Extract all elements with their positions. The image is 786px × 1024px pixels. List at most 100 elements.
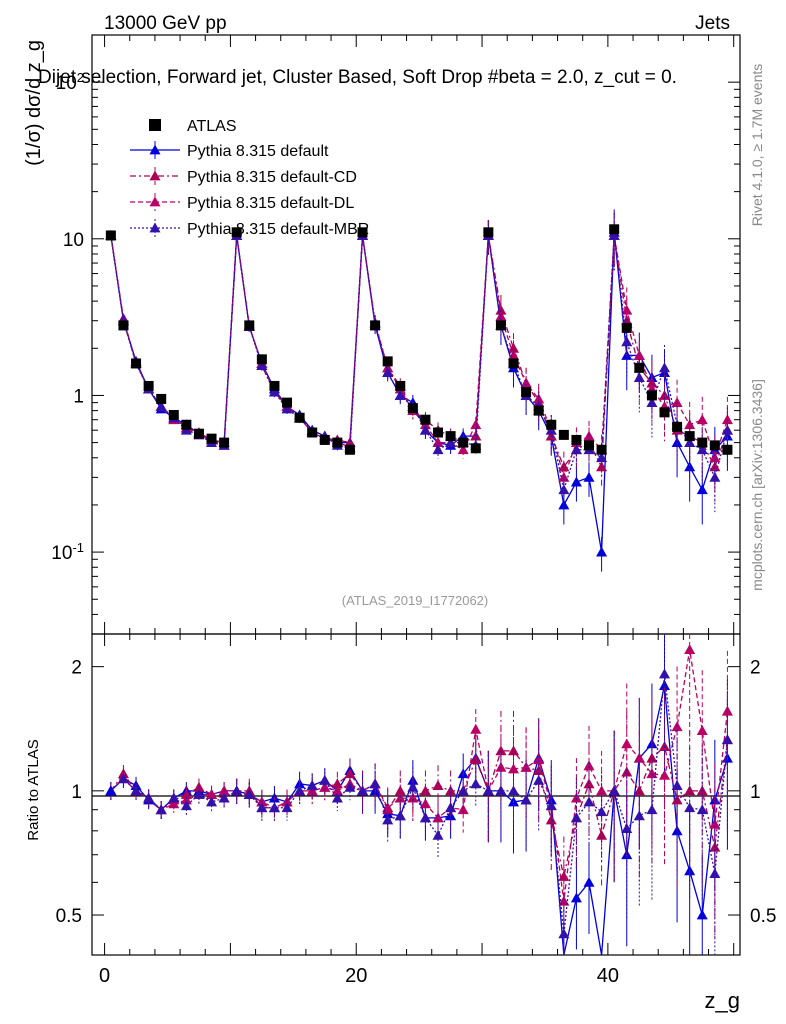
main-panel: 10-1 1 10 102 (ATLAS_2019_I1772062) <box>51 34 741 635</box>
ratio-point-4 <box>545 800 557 811</box>
series-point-4 <box>155 401 167 411</box>
xlabel: z_g <box>705 988 740 1013</box>
ratio-point-4 <box>432 829 444 840</box>
ratio-point-4 <box>533 774 545 785</box>
ratio-point-4 <box>583 796 595 807</box>
ratio-point-3 <box>621 738 633 749</box>
ratio-point-4 <box>130 785 142 796</box>
ratio-point-4 <box>155 804 167 815</box>
atlas-point <box>206 433 217 444</box>
series-point-1 <box>570 476 582 487</box>
ratio-point-3 <box>382 802 394 813</box>
mcplots-label: mcplots.cern.ch [arXiv:1306.3436] <box>749 379 765 591</box>
ratio-point-3 <box>394 792 406 803</box>
ratio-line-1 <box>110 685 729 956</box>
atlas-point <box>382 356 393 367</box>
ratio-point-3 <box>470 723 482 734</box>
series-point-4 <box>558 484 570 495</box>
ratio-point-3 <box>721 705 733 716</box>
ratio-point-4 <box>319 774 331 785</box>
series-point-3 <box>621 304 633 315</box>
ratio-point-4 <box>344 781 356 792</box>
ratio-point-4 <box>331 792 343 803</box>
ratio-point-4 <box>721 734 733 745</box>
atlas-point <box>634 362 645 373</box>
ratio-point-4 <box>382 814 394 825</box>
ratio-point-4 <box>608 785 620 796</box>
ratio-point-3 <box>495 761 507 772</box>
ratio-point-4 <box>294 785 306 796</box>
ratio-panel: 0 20 40 0.5 0.5 1 1 2 2 <box>56 633 776 987</box>
atlas-point <box>105 230 116 241</box>
ratio-point-1 <box>570 892 582 903</box>
series-point-4 <box>646 397 658 408</box>
series-point-1 <box>583 471 595 482</box>
ratio-point-3 <box>432 812 444 823</box>
atlas-point <box>357 227 368 238</box>
ratio-line-4 <box>110 673 729 934</box>
series-point-4 <box>256 360 268 371</box>
series-point-3 <box>721 414 733 425</box>
atlas-point <box>483 227 494 238</box>
series-point-3 <box>470 419 482 430</box>
atlas-point <box>319 434 330 445</box>
ratio-point-4 <box>457 785 469 796</box>
ratio-point-4 <box>193 788 205 799</box>
ratio-point-4 <box>445 802 457 813</box>
series-point-2 <box>596 461 608 472</box>
series-point-4 <box>570 444 582 455</box>
atlas-point <box>344 444 355 455</box>
series-point-2 <box>508 342 520 353</box>
main-ytick-label: 102 <box>56 70 84 95</box>
ratio-point-3 <box>696 725 708 735</box>
xtick-label: 0 <box>99 965 110 987</box>
watermark: (ATLAS_2019_I1772062) <box>342 593 488 608</box>
series-point-4 <box>432 444 444 455</box>
atlas-point <box>219 437 230 448</box>
series-point-4 <box>419 424 431 435</box>
atlas-point <box>521 387 532 398</box>
ratio-point-4 <box>659 668 671 679</box>
atlas-point <box>470 443 481 454</box>
ratio-point-4 <box>306 780 318 790</box>
ratio-point-2 <box>470 754 482 765</box>
ratio-line-2 <box>110 739 729 877</box>
ratio-point-4 <box>570 812 582 823</box>
atlas-point <box>282 397 293 408</box>
atlas-point <box>395 380 406 391</box>
atlas-point <box>659 407 670 418</box>
ratio-point-4 <box>369 778 381 789</box>
atlas-point <box>156 393 167 404</box>
header-jets: Jets <box>695 13 730 34</box>
ratio-point-4 <box>470 778 482 789</box>
atlas-point <box>709 440 720 451</box>
series-point-4 <box>394 389 406 400</box>
ratio-point-4 <box>508 785 520 796</box>
series-point-3 <box>533 393 545 404</box>
atlas-point <box>181 419 192 430</box>
series-point-3 <box>508 349 520 360</box>
ratio-point-4 <box>357 785 369 796</box>
ratio-point-2 <box>432 780 444 790</box>
atlas-point <box>596 444 607 455</box>
atlas-point <box>458 437 469 448</box>
atlas-point <box>722 444 733 455</box>
atlas-point <box>672 421 683 432</box>
legend-label: Pythia 8.315 default <box>187 143 329 160</box>
ratio-point-2 <box>495 745 507 756</box>
ratio-point-3 <box>596 785 608 796</box>
ratio-point-4 <box>117 773 129 784</box>
ratio-point-4 <box>143 792 155 803</box>
ratio-ytick-label: 2 <box>750 658 761 679</box>
ratio-point-4 <box>646 804 658 815</box>
series-point-4 <box>709 471 721 482</box>
ratio-line-3 <box>110 649 729 902</box>
ratio-point-3 <box>533 754 545 765</box>
ratio-ytick-label: 1 <box>71 782 82 803</box>
atlas-point <box>244 320 255 331</box>
legend-marker-atlas <box>149 119 161 131</box>
atlas-point <box>558 429 569 440</box>
ratio-point-3 <box>633 752 645 763</box>
ratio-point-4 <box>495 785 507 796</box>
